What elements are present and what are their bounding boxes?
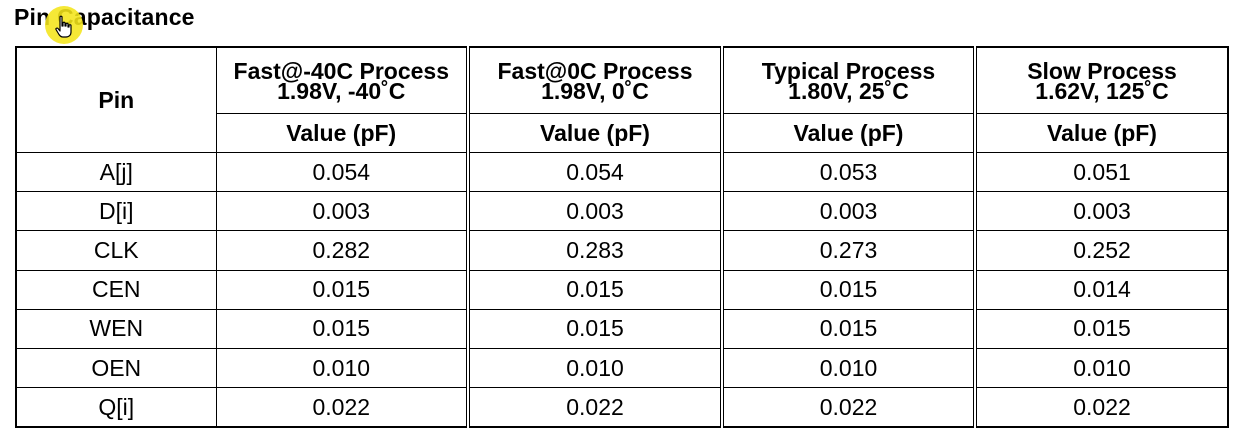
pin-cell: WEN	[15, 308, 217, 349]
value-cell: 0.022	[720, 387, 976, 429]
pin-column-header: Pin	[15, 46, 217, 153]
process-conditions: 1.62V, 125˚C	[1035, 77, 1169, 104]
table-row: WEN 0.015 0.015 0.015 0.015	[15, 308, 1229, 349]
process-name: Typical Process	[761, 57, 936, 84]
pin-cell: Q[i]	[15, 387, 217, 429]
value-cell: 0.283	[466, 230, 723, 271]
value-cell: 0.003	[973, 191, 1229, 232]
unit-header: Value (pF)	[215, 113, 469, 153]
table-header-row: Pin Fast@-40C Process 1.98V, -40˚C Fast@…	[15, 46, 1229, 153]
value-cell: 0.022	[215, 387, 469, 429]
process-header-slow: Slow Process 1.62V, 125˚C	[973, 46, 1229, 114]
page-title: Pin Capacitance	[14, 4, 195, 30]
value-cell: 0.010	[466, 347, 723, 389]
process-name: Fast@-40C Process	[233, 57, 449, 84]
process-header-fast-0c: Fast@0C Process 1.98V, 0˚C	[466, 46, 723, 114]
process-name: Slow Process	[1027, 57, 1177, 84]
process-name: Fast@0C Process	[497, 57, 693, 84]
pin-capacitance-table: Pin Fast@-40C Process 1.98V, -40˚C Fast@…	[15, 46, 1229, 429]
value-cell: 0.053	[720, 151, 976, 193]
value-cell: 0.015	[215, 308, 469, 349]
value-cell: 0.015	[466, 308, 723, 349]
value-cell: 0.022	[973, 387, 1229, 429]
unit-header: Value (pF)	[466, 113, 723, 153]
value-cell: 0.014	[973, 269, 1229, 310]
unit-header: Value (pF)	[973, 113, 1229, 153]
value-cell: 0.273	[720, 230, 976, 271]
value-cell: 0.022	[466, 387, 723, 429]
process-header-fast-m40c: Fast@-40C Process 1.98V, -40˚C	[215, 46, 469, 114]
table-row: CEN 0.015 0.015 0.015 0.014	[15, 269, 1229, 310]
process-header-typical: Typical Process 1.80V, 25˚C	[720, 46, 976, 114]
value-cell: 0.003	[720, 191, 976, 232]
value-cell: 0.010	[973, 347, 1229, 389]
value-cell: 0.010	[215, 347, 469, 389]
process-conditions: 1.98V, -40˚C	[277, 77, 406, 104]
value-cell: 0.015	[215, 269, 469, 310]
table-unit-row: Value (pF) Value (pF) Value (pF) Value (…	[16, 113, 1229, 153]
process-conditions: 1.98V, 0˚C	[541, 77, 649, 104]
value-cell: 0.003	[215, 191, 469, 232]
process-conditions: 1.80V, 25˚C	[788, 77, 909, 104]
value-cell: 0.003	[466, 191, 723, 232]
table-row: CLK 0.282 0.283 0.273 0.252	[15, 230, 1229, 271]
value-cell: 0.054	[466, 151, 723, 193]
unit-header: Value (pF)	[720, 113, 976, 153]
pin-cell: A[j]	[15, 151, 217, 193]
pin-cell: CLK	[15, 230, 217, 271]
value-cell: 0.015	[466, 269, 723, 310]
value-cell: 0.252	[973, 230, 1229, 271]
pin-cell: CEN	[15, 269, 217, 310]
value-cell: 0.015	[720, 269, 976, 310]
value-cell: 0.282	[215, 230, 469, 271]
value-cell: 0.015	[973, 308, 1229, 349]
table-row: Q[i] 0.022 0.022 0.022 0.022	[15, 387, 1229, 429]
pin-cell: D[i]	[15, 191, 217, 232]
table-row: A[j] 0.054 0.054 0.053 0.051	[15, 151, 1229, 193]
value-cell: 0.051	[973, 151, 1229, 193]
value-cell: 0.054	[215, 151, 469, 193]
table-row: OEN 0.010 0.010 0.010 0.010	[15, 347, 1229, 389]
table-row: D[i] 0.003 0.003 0.003 0.003	[15, 191, 1229, 232]
pin-cell: OEN	[15, 347, 217, 389]
value-cell: 0.015	[720, 308, 976, 349]
value-cell: 0.010	[720, 347, 976, 389]
